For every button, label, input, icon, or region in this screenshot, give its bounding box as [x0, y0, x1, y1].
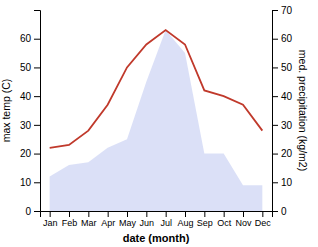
tick: 10	[272, 177, 293, 188]
line	[50, 30, 263, 148]
tick-mark	[272, 39, 278, 40]
tick: 20	[20, 148, 40, 159]
tick-label: 30	[281, 120, 293, 131]
tick-label: Sep	[197, 218, 213, 228]
tick: 30	[20, 120, 40, 131]
tick: 0	[25, 206, 40, 217]
tick-label: 60	[281, 33, 293, 44]
tick: Jan	[43, 211, 58, 228]
tick-label: Jul	[160, 218, 172, 228]
tick-label: Nov	[235, 218, 252, 228]
tick: 60	[20, 33, 40, 44]
tick: 70	[272, 5, 293, 16]
tick: 40	[20, 91, 40, 102]
x-axis-title: date (month)	[123, 232, 190, 244]
tick: Oct	[217, 211, 232, 228]
tick-mark	[34, 96, 40, 97]
tick: 50	[272, 62, 293, 73]
tick-mark	[272, 182, 278, 183]
tick-mark	[272, 154, 278, 155]
tick-label: 60	[20, 33, 32, 44]
tick-mark	[272, 96, 278, 97]
tick-label: Oct	[217, 218, 232, 228]
tick-mark	[272, 67, 278, 68]
tick: 30	[272, 120, 293, 131]
y-axis: 0 10 20 30 40 50 60	[20, 11, 41, 217]
tick-mark	[204, 211, 205, 217]
tick-label: 40	[281, 91, 293, 102]
tick: 10	[20, 177, 40, 188]
tick: Feb	[62, 211, 78, 228]
tick-label: 10	[281, 177, 293, 188]
axis-line	[41, 212, 273, 218]
tick: 0	[272, 206, 287, 217]
tick-mark	[185, 211, 186, 217]
tick-mark	[262, 211, 263, 217]
tick-mark	[243, 211, 244, 217]
tick-mark	[166, 211, 167, 217]
axis-line	[34, 11, 41, 212]
tick: Jul	[160, 211, 172, 228]
tick-mark	[34, 125, 40, 126]
tick-label: Jan	[43, 218, 58, 228]
tick-label: Dec	[255, 218, 272, 228]
tick-label: 20	[281, 148, 293, 159]
tick: 20	[272, 148, 293, 159]
tick-mark	[34, 67, 40, 68]
x-axis: Jan FebMar Apr MayJun Jul Aug Sep OctNovDec	[41, 211, 273, 228]
tick-label: 0	[25, 206, 31, 217]
tick-label: Apr	[101, 218, 115, 228]
tick-mark	[146, 211, 147, 217]
marks	[50, 30, 263, 211]
tick: Dec	[255, 211, 272, 228]
tick-label: Feb	[62, 218, 78, 228]
tick-mark	[34, 182, 40, 183]
tick-label: Mar	[81, 218, 97, 228]
axis-line	[273, 11, 279, 212]
tick-mark	[50, 211, 51, 217]
tick-label: 20	[20, 148, 32, 159]
tick-label: 40	[20, 91, 32, 102]
tick-mark	[272, 125, 278, 126]
y2-axis-title: med. precipitation (kg/m2)	[297, 50, 309, 171]
tick-label: 50	[20, 62, 32, 73]
tick: May	[119, 211, 137, 228]
chart: Jan FebMar Apr MayJun Jul Aug Sep OctNovDec 0 10 2…	[0, 0, 318, 247]
tick-mark	[272, 211, 278, 212]
tick: 60	[272, 33, 293, 44]
tick-label: May	[119, 218, 137, 228]
area	[50, 30, 263, 211]
tick-mark	[224, 211, 225, 217]
tick: Jun	[140, 211, 155, 228]
tick-mark	[34, 154, 40, 155]
tick-mark	[34, 39, 40, 40]
tick: Aug	[177, 211, 193, 228]
tick-label: Jun	[140, 218, 155, 228]
tick: Mar	[81, 211, 97, 228]
tick: Apr	[101, 211, 115, 228]
tick-label: 50	[281, 62, 293, 73]
tick: Sep	[197, 211, 213, 228]
plot: Jan FebMar Apr MayJun Jul Aug Sep OctNovDec 0 10 2…	[0, 5, 309, 244]
tick-label: 0	[281, 206, 287, 217]
tick: Nov	[235, 211, 252, 228]
tick-label: 30	[20, 120, 32, 131]
tick: 50	[20, 62, 40, 73]
tick-mark	[127, 211, 128, 217]
tick-label: Aug	[177, 218, 193, 228]
tick-label: 70	[281, 5, 293, 16]
y-axis-title: max temp (C)	[0, 79, 12, 143]
tick: 40	[272, 91, 293, 102]
tick-mark	[34, 211, 40, 212]
tick-label: 10	[20, 177, 32, 188]
tick-mark	[272, 10, 278, 11]
tick-mark	[69, 211, 70, 217]
y2-axis: 0 10 20 30 40 50 60 70	[272, 5, 293, 217]
tick-mark	[88, 211, 89, 217]
tick-mark	[108, 211, 109, 217]
